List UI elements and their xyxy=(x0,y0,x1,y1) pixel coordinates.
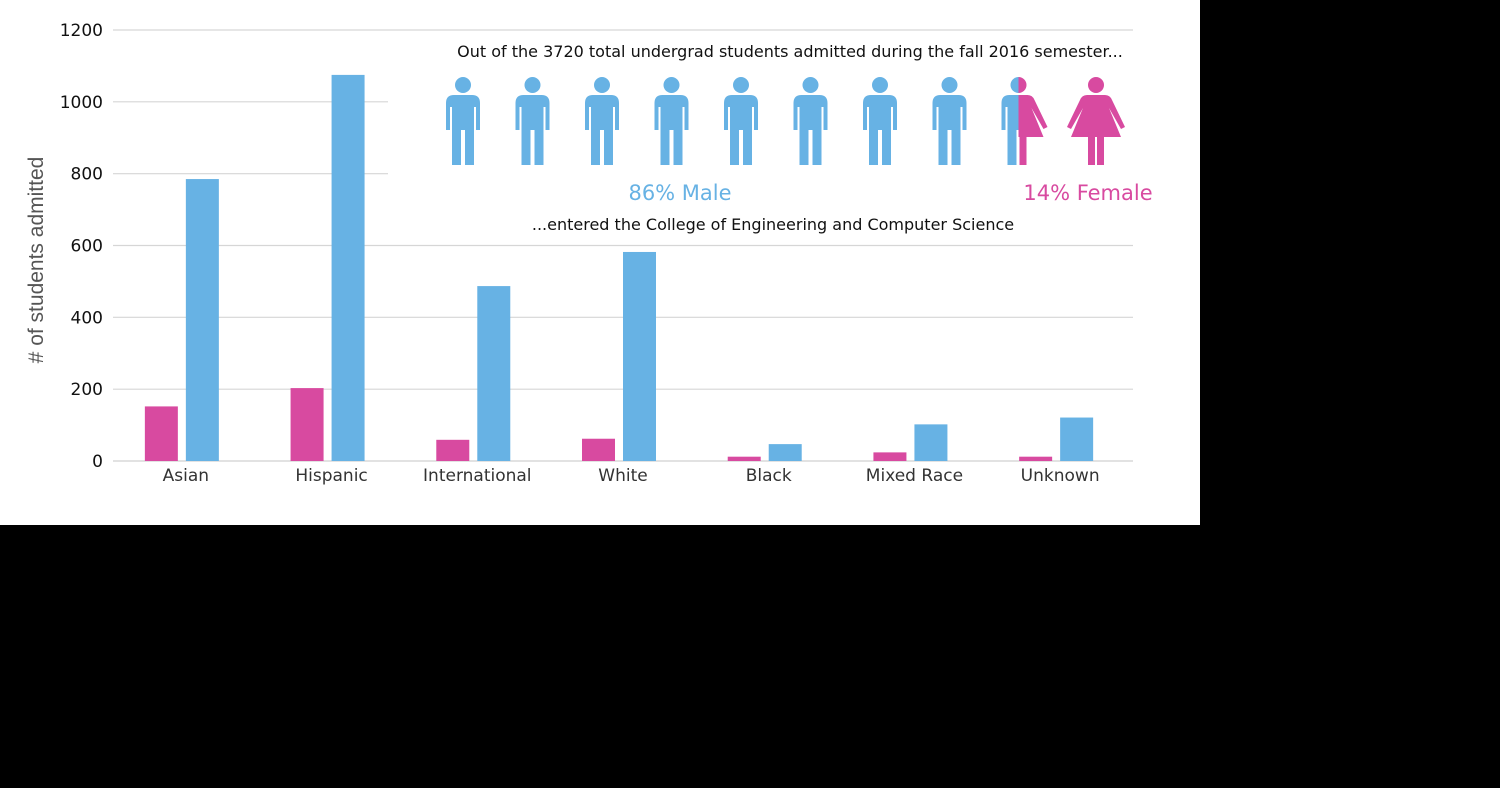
x-category-label: Unknown xyxy=(1021,466,1100,486)
x-category-label: Asian xyxy=(163,466,209,486)
female-person-icon-half xyxy=(1018,77,1048,165)
x-category-label: Black xyxy=(746,466,792,486)
y-tick-label: 200 xyxy=(71,380,103,400)
bars xyxy=(144,74,1094,461)
bar-male-unknown xyxy=(1060,417,1094,461)
bar-female-asian xyxy=(144,406,178,461)
bar-female-international xyxy=(436,439,470,461)
y-tick-label: 1000 xyxy=(60,93,103,113)
bar-male-mixed-race xyxy=(914,424,948,461)
male-person-icon xyxy=(515,77,550,165)
y-axis-label: # of students admitted xyxy=(25,157,48,364)
bar-male-white xyxy=(623,251,656,461)
x-category-label: International xyxy=(423,466,532,486)
male-person-icon xyxy=(863,77,897,165)
male-person-icon xyxy=(724,77,758,165)
person-icons xyxy=(446,77,1125,165)
bar-female-mixed-race xyxy=(873,452,907,461)
bar-female-unknown xyxy=(1019,456,1053,461)
y-axis-ticks: 0 200 400 600 800 1000 1200 xyxy=(60,21,103,472)
bar-female-black xyxy=(727,456,761,461)
y-tick-label: 1200 xyxy=(60,21,103,41)
bar-chart: 0 200 400 600 800 1000 1200 Asian Hispanic Inter… xyxy=(25,21,1153,486)
y-tick-label: 800 xyxy=(71,165,103,185)
bar-male-hispanic xyxy=(331,74,365,461)
bar-female-white xyxy=(582,438,615,461)
male-person-icon-half xyxy=(1001,77,1019,165)
y-tick-label: 600 xyxy=(71,237,103,257)
male-person-icon xyxy=(446,77,480,165)
y-tick-label: 400 xyxy=(71,308,103,328)
female-percentage-label: 14% Female xyxy=(1023,181,1152,205)
chart-canvas: 0 200 400 600 800 1000 1200 Asian Hispanic Inter… xyxy=(0,0,1200,525)
bar-female-hispanic xyxy=(290,388,324,461)
male-person-icon xyxy=(793,77,828,165)
x-category-label: Mixed Race xyxy=(866,466,963,486)
x-axis-categories: Asian Hispanic International White Black Mixe… xyxy=(163,466,1100,486)
bar-male-international xyxy=(477,286,511,461)
male-person-icon xyxy=(585,77,619,165)
male-person-icon xyxy=(654,77,689,165)
female-person-icon xyxy=(1067,77,1125,165)
male-percentage-label: 86% Male xyxy=(628,181,731,205)
y-tick-label: 0 xyxy=(92,452,103,472)
x-category-label: Hispanic xyxy=(295,466,367,486)
bar-male-asian xyxy=(185,179,219,461)
gender-infographic: Out of the 3720 total undergrad students… xyxy=(446,42,1153,234)
infographic-top-text: Out of the 3720 total undergrad students… xyxy=(457,42,1123,61)
x-category-label: White xyxy=(598,466,647,486)
male-person-icon xyxy=(932,77,967,165)
bar-male-black xyxy=(768,444,802,461)
infographic-bottom-text: ...entered the College of Engineering an… xyxy=(532,215,1014,234)
